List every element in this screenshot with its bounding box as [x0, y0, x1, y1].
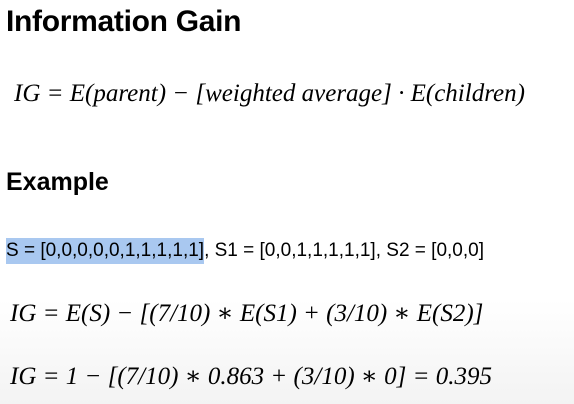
selected-set-s[interactable]: S = [0,0,0,0,0,1,1,1,1,1] [6, 238, 205, 264]
information-gain-formula: IG = E(parent) − [weighted average] · E(… [14, 80, 525, 107]
sets-s1-s2: , S1 = [0,0,1,1,1,1,1], S2 = [0,0,0] [204, 240, 484, 261]
sets-definition: S = [0,0,0,0,0,1,1,1,1,1], S1 = [0,0,1,1… [6, 238, 484, 264]
ig-computed-result: IG = 1 − [(7/10) ∗ 0.863 + (3/10) ∗ 0] =… [10, 363, 492, 390]
ig-expanded-formula: IG = E(S) − [(7/10) ∗ E(S1) + (3/10) ∗ E… [10, 300, 484, 327]
slide-title: Information Gain [6, 5, 242, 38]
example-heading: Example [6, 168, 109, 196]
